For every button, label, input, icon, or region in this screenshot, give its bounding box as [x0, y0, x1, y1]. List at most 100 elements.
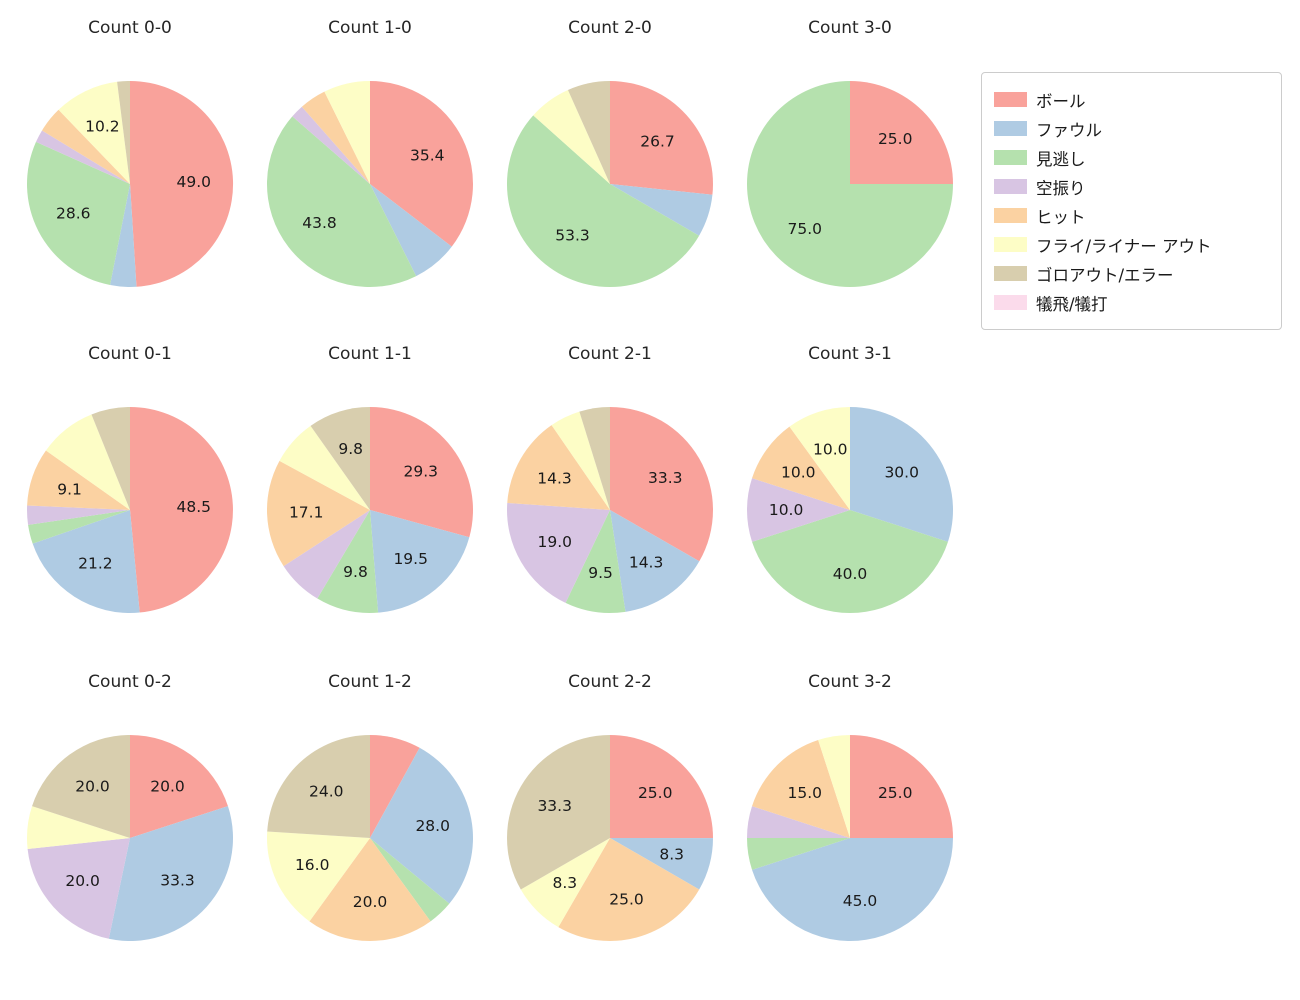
pie-slice — [370, 735, 420, 838]
pie-slice — [752, 838, 953, 942]
pie-slice — [117, 81, 130, 184]
pie-slice — [27, 450, 131, 510]
legend: ボール ファウル 見逃し 空振り ヒット フライ/ライナー アウト ゴロアウト/… — [981, 72, 1282, 330]
pie-slice — [301, 91, 370, 184]
pie-slice-label: 9.5 — [588, 564, 613, 582]
pie-slice — [789, 407, 850, 510]
chart-count-1-0: Count 1-0 35.4 43.8 — [250, 10, 490, 330]
pie-slice-label: 16.0 — [295, 856, 330, 874]
legend-label: ヒット — [1036, 207, 1086, 227]
chart-title: Count 3-2 — [808, 672, 892, 692]
pie-slice — [551, 411, 610, 510]
pie-slice — [370, 81, 474, 247]
pie-slice — [370, 510, 470, 613]
pie-slice — [610, 81, 713, 195]
legend-label: ボール — [1036, 91, 1086, 111]
pie-slice — [752, 740, 850, 838]
chart-title: Count 2-2 — [568, 672, 652, 692]
chart-count-0-1: Count 0-1 48.5 21.2 9.1 — [10, 336, 250, 656]
pie-slice — [266, 116, 417, 288]
pie-slice-label: 9.1 — [57, 480, 82, 498]
pie-slice-label: 35.4 — [410, 147, 445, 165]
pie-slice-label: 9.8 — [343, 563, 368, 581]
pie-slice-label: 10.0 — [781, 464, 816, 482]
chart-title: Count 0-1 — [88, 344, 172, 364]
pie-slice — [610, 407, 713, 562]
pie-slice-label: 20.0 — [75, 777, 110, 795]
pie-slice-label: 25.0 — [878, 130, 913, 148]
chart-count-1-1: Count 1-1 29.3 19.5 9.8 17.1 9.8 — [250, 336, 490, 656]
pie-slice — [850, 735, 953, 838]
legend-item: ファウル — [994, 114, 1269, 143]
pie-slice-label: 24.0 — [309, 782, 344, 800]
pie-slice — [279, 425, 370, 510]
legend-swatch-swinging-strike — [994, 179, 1027, 194]
pie-slice-label: 49.0 — [177, 173, 212, 191]
legend-swatch-hit — [994, 208, 1027, 223]
legend-swatch-sacrifice — [994, 295, 1027, 310]
pie-chart: 25.0 8.3 25.0 8.3 33.3 — [507, 735, 714, 941]
pie-slice — [283, 510, 370, 599]
pie-slice — [506, 115, 700, 288]
pie-slice — [292, 106, 370, 184]
legend-item: フライ/ライナー アウト — [994, 230, 1269, 259]
pie-slice — [747, 806, 850, 838]
pie-slice-label: 14.3 — [537, 469, 572, 487]
pie-slice — [850, 407, 954, 542]
pie-chart: 33.3 14.3 9.5 19.0 14.3 — [507, 407, 713, 613]
chart-title: Count 0-0 — [88, 18, 172, 38]
chart-title: Count 2-1 — [568, 344, 652, 364]
pie-slice — [42, 109, 130, 184]
chart-count-3-1: Count 3-1 30.0 40.0 10.0 10.0 10.0 — [730, 336, 970, 656]
pie-slice-label: 20.0 — [65, 872, 100, 890]
chart-title: Count 3-1 — [808, 344, 892, 364]
pie-slice — [533, 89, 610, 184]
chart-title: Count 3-0 — [808, 18, 892, 38]
chart-count-3-2: Count 3-2 25.0 45.0 15.0 — [730, 664, 970, 984]
legend-swatch-ball — [994, 92, 1027, 107]
legend-label: ファウル — [1036, 120, 1102, 140]
chart-count-1-2: Count 1-2 28.0 20.0 16.0 24.0 — [250, 664, 490, 984]
legend-item: ボール — [994, 85, 1269, 114]
pie-slice — [32, 510, 140, 613]
pie-chart: 48.5 21.2 9.1 — [26, 407, 233, 613]
chart-count-3-0: Count 3-0 25.0 75.0 — [730, 10, 970, 330]
legend-swatch-foul — [994, 121, 1027, 136]
pie-slice-label: 28.0 — [415, 817, 450, 835]
pie-slice — [747, 838, 850, 870]
legend-label: ゴロアウト/エラー — [1036, 265, 1174, 285]
pie-slice — [579, 407, 610, 510]
pie-slice — [91, 407, 130, 510]
pie-slice — [45, 414, 130, 510]
chart-title: Count 0-2 — [88, 672, 172, 692]
pie-slice-label: 25.0 — [878, 784, 913, 802]
chart-count-2-2: Count 2-2 25.0 8.3 25.0 8.3 33.3 — [490, 664, 730, 984]
legend-label: 犠飛/犠打 — [1036, 294, 1108, 314]
pie-slice-label: 53.3 — [555, 227, 590, 245]
pie-slice-label: 45.0 — [843, 892, 878, 910]
pie-slice — [370, 407, 473, 538]
pie-slice — [26, 505, 130, 525]
pie-slice — [27, 806, 130, 849]
chart-count-0-2: Count 0-2 20.0 33.3 20.0 20.0 — [10, 664, 250, 984]
pie-chart: 49.0 28.6 10.2 — [26, 80, 234, 288]
pie-chart: 20.0 33.3 20.0 20.0 — [27, 735, 234, 941]
pie-slice-label: 8.3 — [552, 874, 577, 892]
chart-title: Count 2-0 — [568, 18, 652, 38]
pie-slice — [567, 81, 610, 184]
legend-item: ゴロアウト/エラー — [994, 259, 1269, 288]
chart-title: Count 1-2 — [328, 672, 412, 692]
pie-slice — [27, 838, 131, 939]
chart-title: Count 1-0 — [328, 18, 412, 38]
pie-slice-label: 33.3 — [537, 797, 572, 815]
pie-chart: 26.7 53.3 — [506, 81, 713, 288]
pie-slice — [26, 141, 130, 286]
chart-count-2-0: Count 2-0 26.7 53.3 — [490, 10, 730, 330]
pie-slice — [370, 838, 450, 922]
pie-slice — [818, 735, 850, 838]
pie-slice — [558, 838, 700, 941]
pie-slice-label: 9.8 — [338, 440, 363, 458]
pie-slice — [370, 184, 452, 277]
legend-item: ヒット — [994, 201, 1269, 230]
pie-slice-label: 33.3 — [648, 469, 683, 487]
